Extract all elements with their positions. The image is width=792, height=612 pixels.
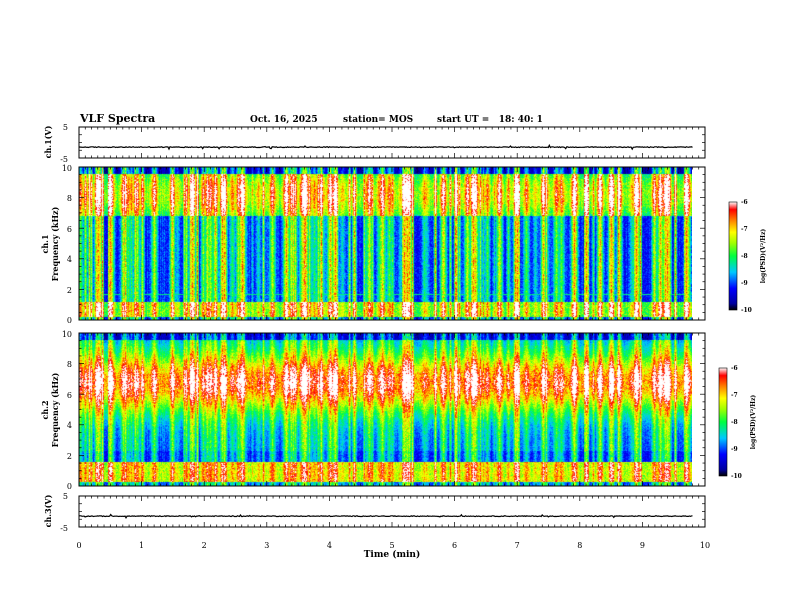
ch2-colorbar-tick-6: -6 — [731, 365, 738, 372]
ch1-colorbar-tick-8: -8 — [741, 253, 748, 260]
x-tick-label-6: 6 — [452, 541, 457, 550]
x-tick-label-0: 0 — [76, 541, 81, 550]
ch2-colorbar-tick-7: -7 — [731, 392, 738, 399]
ch3-voltage-ylabel: ch.3(V) — [43, 494, 53, 527]
ch2-spectrogram-ylabel-frequency: Frequency (kHz) — [50, 372, 60, 447]
x-tick-labels: 0 1 2 3 4 5 6 7 8 9 10 — [76, 541, 710, 550]
ch2-spectrogram-ylabel-channel: ch.2 — [40, 400, 50, 419]
ch1-ytick-bottom: -5 — [60, 155, 68, 164]
ch2-ytick-8: 8 — [67, 360, 72, 369]
ch1-colorbar: -6 -7 -8 -9 -10 log(PSD)(V²/Hz) — [728, 199, 767, 314]
ch1-spectrogram-ylabel-frequency: Frequency (kHz) — [50, 206, 60, 281]
ch3-ytick-top: 5 — [63, 492, 68, 501]
ch1-colorbar-tick-10: -10 — [741, 307, 752, 314]
ch2-colorbar-label: log(PSD)(V²/Hz) — [750, 395, 757, 450]
ch1-ytick-2: 2 — [67, 286, 72, 295]
x-axis-label: Time (min) — [364, 549, 421, 560]
ch1-voltage-panel: 5 -5 ch.1(V) — [43, 123, 706, 164]
ch1-ytick-8: 8 — [67, 194, 72, 203]
ch1-colorbar-label: log(PSD)(V²/Hz) — [760, 229, 767, 284]
x-tick-label-9: 9 — [640, 541, 645, 550]
ch2-ytick-4: 4 — [67, 421, 72, 430]
ch1-ytick-6: 6 — [67, 225, 72, 234]
ch1-colorbar-tick-7: -7 — [741, 226, 748, 233]
ch1-spectrogram-image — [79, 167, 692, 320]
x-tick-label-5: 5 — [389, 541, 394, 550]
ch2-ytick-0: 0 — [67, 482, 72, 491]
ch2-colorbar-tick-9: -9 — [731, 446, 738, 453]
ch2-ytick-2: 2 — [67, 452, 72, 461]
ch1-colorbar-tick-9: -9 — [741, 280, 748, 287]
x-tick-label-10: 10 — [700, 541, 710, 550]
x-tick-label-8: 8 — [577, 541, 582, 550]
ch1-ytick-4: 4 — [67, 255, 72, 264]
ch1-voltage-trace — [78, 143, 693, 151]
ch1-ytick-top: 5 — [63, 123, 68, 132]
ch2-spectrogram-image — [79, 333, 692, 486]
x-tick-label-3: 3 — [264, 541, 269, 550]
ch2-ytick-6: 6 — [67, 391, 72, 400]
ch2-colorbar-bar — [718, 367, 728, 477]
x-tick-label-7: 7 — [515, 541, 520, 550]
ch1-spectrogram-panel: 10 8 6 4 2 0 ch.1 Frequency (kHz) — [40, 164, 706, 325]
ch2-spectrogram-panel: 10 8 6 4 2 0 ch.2 Frequency (kHz) — [40, 330, 706, 491]
x-tick-label-1: 1 — [139, 541, 144, 550]
ch2-ytick-10: 10 — [62, 330, 72, 339]
ch1-spectrogram-ylabel-channel: ch.1 — [40, 234, 50, 253]
ch3-voltage-trace — [78, 513, 693, 519]
ch1-ytick-0: 0 — [67, 316, 72, 325]
ch1-voltage-ylabel: ch.1(V) — [43, 125, 53, 158]
ch2-colorbar-tick-8: -8 — [731, 419, 738, 426]
figure-title: VLF Spectra — [79, 112, 155, 125]
x-tick-label-2: 2 — [202, 541, 207, 550]
ch1-ytick-10: 10 — [62, 164, 72, 173]
start-time-label: start UT = 18: 40: 1 — [437, 115, 543, 125]
x-tick-label-4: 4 — [327, 541, 332, 550]
ch2-colorbar: -6 -7 -8 -9 -10 log(PSD)(V²/Hz) — [718, 365, 757, 480]
station-label: station= MOS — [343, 115, 413, 125]
date-label: Oct. 16, 2025 — [250, 115, 318, 125]
ch1-colorbar-tick-6: -6 — [741, 199, 748, 206]
ch3-voltage-panel: 5 -5 ch.3(V) — [43, 492, 706, 533]
ch2-colorbar-tick-10: -10 — [731, 473, 742, 480]
axis-ticks — [78, 126, 706, 528]
ch3-ytick-bottom: -5 — [60, 524, 68, 533]
ch1-colorbar-bar — [728, 201, 738, 311]
